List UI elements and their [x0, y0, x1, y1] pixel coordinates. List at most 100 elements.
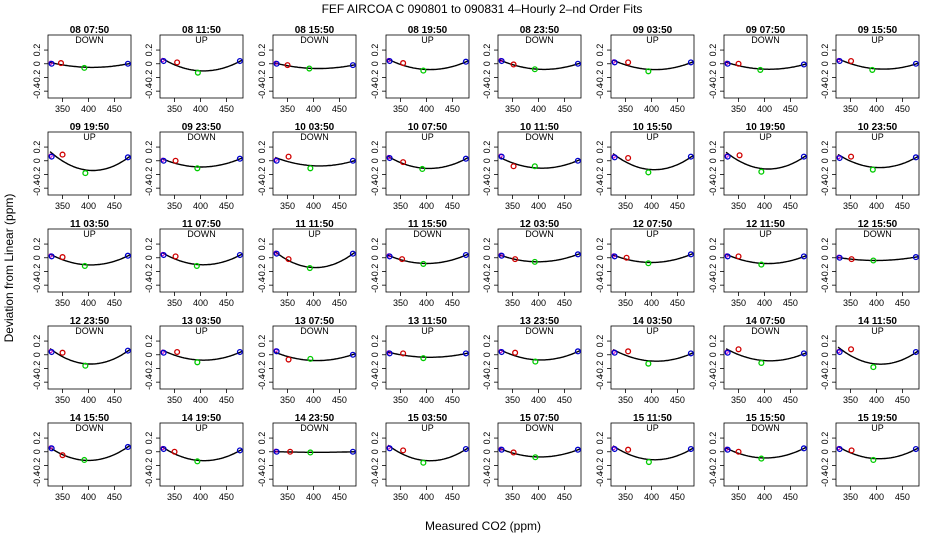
x-tick-label: 350 — [280, 104, 295, 114]
data-point — [57, 60, 65, 67]
x-tick-label: 400 — [531, 298, 546, 308]
data-point — [847, 346, 855, 353]
y-tick-label: 0.2 — [32, 432, 42, 445]
x-tick-label: 400 — [757, 492, 772, 502]
x-tick-label: 350 — [393, 298, 408, 308]
panel-frame — [723, 325, 808, 390]
panel-title: 11 15:50 — [408, 219, 447, 230]
data-point — [194, 458, 201, 465]
x-tick-label: 350 — [843, 298, 858, 308]
x-tick-label: 400 — [419, 104, 434, 114]
y-tick-label: 0.2 — [32, 238, 42, 251]
data-point — [124, 443, 131, 451]
x-tick-label: 350 — [731, 395, 746, 405]
x-tick-label: 350 — [505, 492, 520, 502]
data-point — [645, 260, 652, 267]
data-point — [59, 349, 66, 356]
fit-curve — [499, 59, 581, 71]
data-point — [512, 349, 519, 356]
x-tick-label: 450 — [557, 395, 572, 405]
data-point — [498, 252, 505, 259]
x-tick-label: 350 — [843, 492, 858, 502]
panel-title: 13 07:50 — [295, 316, 335, 327]
x-tick-label: 450 — [783, 492, 798, 502]
y-tick-label: 0 — [708, 158, 718, 163]
y-tick-label: 0.2 — [257, 335, 267, 348]
y-tick-label: 0.2 — [144, 238, 154, 251]
data-point — [307, 165, 314, 172]
data-point — [59, 254, 66, 261]
data-point — [273, 60, 280, 67]
y-tick-label: 0 — [32, 158, 42, 163]
y-tick-label: -0.2 — [820, 361, 830, 377]
x-tick-label: 350 — [55, 395, 70, 405]
y-tick-label: -0.2 — [370, 458, 380, 474]
y-tick-label: -0.4 — [482, 180, 492, 196]
y-tick-label: 0.2 — [708, 335, 718, 348]
x-tick-label: 450 — [557, 492, 572, 502]
y-tick-label: -0.4 — [482, 471, 492, 487]
fit-curve — [499, 349, 581, 361]
y-tick-label: 0 — [144, 255, 154, 260]
panel-title: 10 11:50 — [520, 122, 559, 133]
panel-direction-label: DOWN — [751, 35, 780, 45]
x-tick-label: 400 — [869, 395, 884, 405]
fit-curve — [612, 252, 694, 264]
panel-direction-label: DOWN — [300, 423, 329, 433]
data-point — [349, 62, 356, 69]
data-point — [687, 251, 694, 258]
data-point — [532, 358, 539, 365]
panel-frame — [610, 131, 695, 196]
panel-title: 14 23:50 — [295, 413, 335, 424]
data-point — [836, 254, 843, 261]
x-tick-label: 450 — [107, 104, 122, 114]
x-tick-label: 400 — [306, 298, 321, 308]
x-tick-label: 350 — [167, 298, 182, 308]
panel-title: 10 23:50 — [858, 122, 898, 133]
y-tick-label: -0.2 — [257, 70, 267, 86]
x-tick-label: 350 — [618, 104, 633, 114]
y-tick-label: -0.4 — [32, 83, 42, 99]
y-tick-label: -0.4 — [595, 277, 605, 293]
x-tick-label: 350 — [731, 298, 746, 308]
x-tick-label: 400 — [757, 201, 772, 211]
panel-direction-label: DOWN — [300, 35, 329, 45]
panel-direction-label: UP — [308, 229, 321, 239]
fit-curve — [387, 351, 469, 358]
y-tick-label: 0.2 — [482, 432, 492, 445]
fit-curve — [274, 156, 356, 167]
data-point — [236, 251, 243, 259]
x-tick-label: 450 — [445, 298, 460, 308]
panel-frame — [47, 422, 132, 487]
fit-curve — [612, 348, 694, 362]
x-tick-label: 450 — [445, 395, 460, 405]
data-point — [687, 59, 694, 66]
panel-frame — [723, 422, 808, 487]
data-point — [687, 153, 694, 160]
y-tick-label: -0.4 — [370, 83, 380, 99]
x-tick-label: 450 — [332, 492, 347, 502]
x-tick-label: 400 — [531, 492, 546, 502]
data-point — [574, 157, 581, 164]
fit-curve — [837, 346, 919, 365]
fit-curve — [161, 57, 243, 72]
y-tick-label: 0 — [482, 255, 492, 260]
fit-curve — [274, 351, 356, 362]
y-tick-label: 0.2 — [820, 238, 830, 251]
panel-title: 14 03:50 — [633, 316, 673, 327]
panel-direction-label: UP — [759, 132, 772, 142]
data-point — [687, 350, 694, 357]
data-point — [287, 448, 294, 455]
data-point — [645, 458, 652, 466]
y-tick-label: 0.2 — [820, 141, 830, 154]
y-tick-label: 0.2 — [370, 141, 380, 154]
panel-frame — [385, 34, 470, 99]
x-tick-label: 400 — [81, 201, 96, 211]
data-point — [531, 66, 538, 73]
